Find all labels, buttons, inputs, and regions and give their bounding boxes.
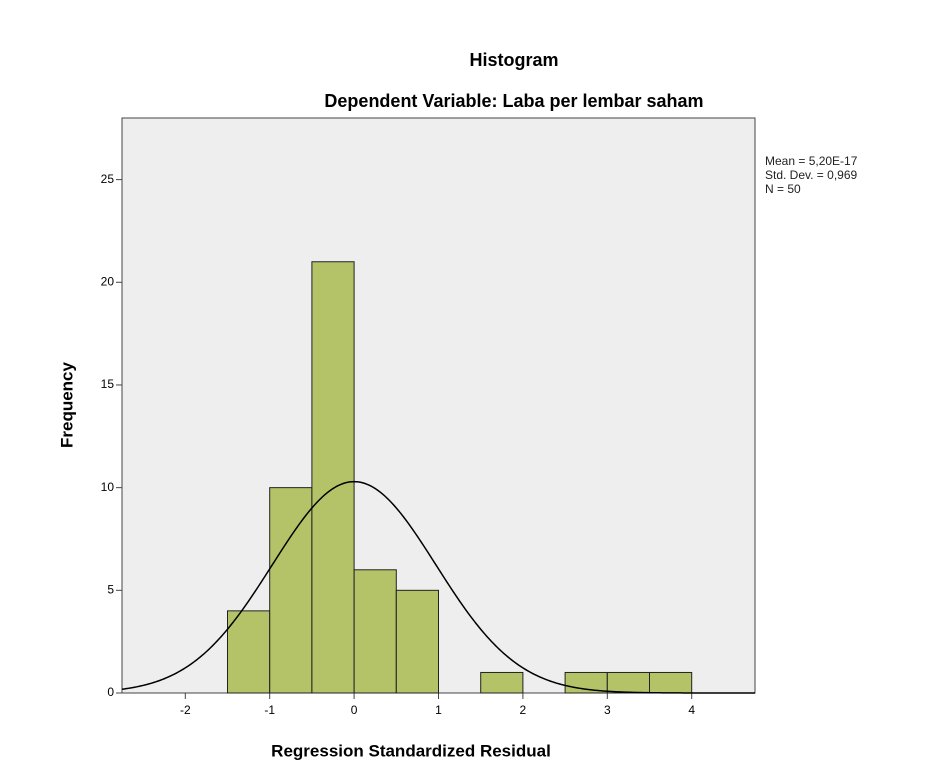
y-tick-label: 5 — [107, 582, 114, 596]
bar — [228, 611, 270, 693]
chart: Histogram Dependent Variable: Laba per l… — [0, 0, 927, 764]
y-tick-label: 15 — [101, 377, 115, 391]
y-tick-label: 20 — [101, 274, 115, 288]
x-tick-label: 2 — [520, 703, 527, 717]
bar — [607, 672, 649, 693]
stat-std-dev: Std. Dev. = 0,969 — [765, 168, 857, 182]
chart-title: Histogram — [469, 50, 558, 70]
x-tick-label: 4 — [688, 703, 695, 717]
bar — [650, 672, 692, 693]
x-tick-label: 0 — [351, 703, 358, 717]
x-tick-label: -1 — [264, 703, 275, 717]
x-axis-label: Regression Standardized Residual — [271, 741, 551, 760]
bar — [354, 570, 396, 693]
bar — [396, 590, 438, 693]
y-tick-label: 10 — [101, 480, 115, 494]
x-tick-label: -2 — [180, 703, 191, 717]
x-tick-label: 1 — [435, 703, 442, 717]
bar — [481, 672, 523, 693]
y-tick-label: 0 — [107, 685, 114, 699]
stat-n: N = 50 — [765, 182, 801, 196]
bar — [312, 262, 354, 693]
chart-subtitle: Dependent Variable: Laba per lembar saha… — [324, 91, 703, 111]
stat-mean: Mean = 5,20E-17 — [765, 154, 858, 168]
bar — [270, 488, 312, 693]
x-tick-label: 3 — [604, 703, 611, 717]
y-axis-label: Frequency — [57, 361, 76, 448]
y-tick-label: 25 — [101, 172, 115, 186]
